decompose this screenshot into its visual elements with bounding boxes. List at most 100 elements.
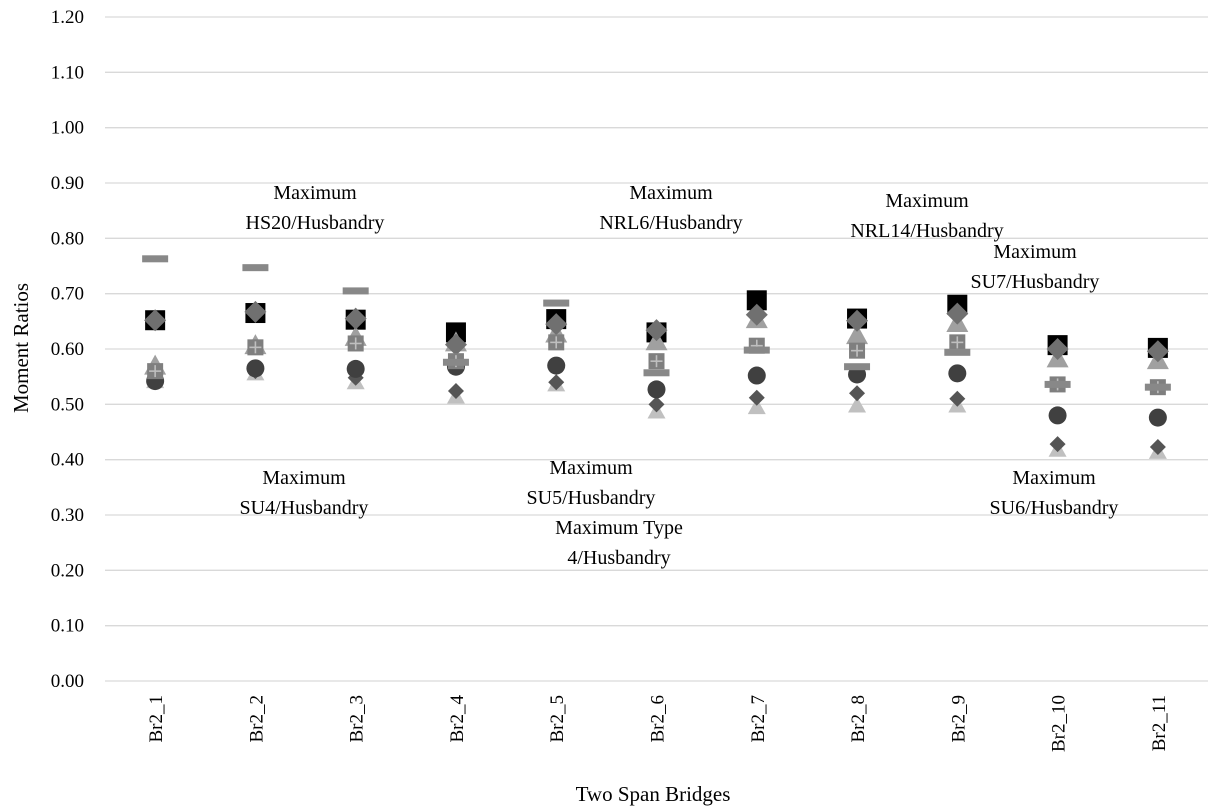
- x-tick-label: Br2_3: [347, 695, 368, 743]
- annotation-line: SU7/Husbandry: [971, 271, 1100, 293]
- y-tick-label: 1.20: [51, 7, 84, 28]
- data-point-circle: [647, 380, 666, 399]
- data-point-small-diamond: [1149, 438, 1166, 455]
- y-tick-label: 0.00: [51, 671, 84, 692]
- y-tick-label: 0.80: [51, 228, 84, 249]
- data-point-dash: [944, 348, 971, 356]
- data-point-circle: [948, 364, 967, 383]
- data-point-plus-square: [648, 353, 665, 370]
- data-point-diamond: [745, 303, 768, 326]
- data-point-plus-square: [548, 334, 565, 351]
- annotation-line: HS20/Husbandry: [246, 212, 385, 234]
- annotation-line: Maximum: [993, 241, 1077, 263]
- y-tick-label: 1.10: [51, 62, 84, 83]
- data-point-small-diamond: [548, 374, 565, 391]
- data-point-diamond: [946, 302, 969, 325]
- data-point-plus-square: [949, 334, 966, 351]
- x-tick-label: Br2_2: [246, 695, 267, 743]
- annotation-label: Maximum HS20/Husbandry: [246, 182, 385, 234]
- data-point-small-diamond: [949, 390, 966, 407]
- y-tick-label: 0.40: [51, 450, 84, 471]
- annotation-line: Maximum: [549, 457, 633, 479]
- y-tick-label: 0.20: [51, 560, 84, 581]
- annotation-label: Maximum Type 4/Husbandry: [555, 517, 683, 569]
- x-tick-label: Br2_6: [648, 695, 669, 743]
- data-point-small-diamond: [849, 385, 866, 402]
- y-tick-label: 1.00: [51, 118, 84, 139]
- annotation-label: Maximum SU6/Husbandry: [990, 467, 1119, 519]
- annotation-line: Maximum: [885, 190, 969, 212]
- x-tick-label: Br2_11: [1149, 695, 1170, 751]
- data-points: [142, 255, 1171, 459]
- data-point-circle: [747, 366, 766, 385]
- annotation-line: Maximum: [273, 182, 357, 204]
- data-point-plus-square: [849, 342, 866, 359]
- data-point-small-diamond: [447, 383, 464, 400]
- annotations: Maximum HS20/Husbandry Maximum NRL6/Husband…: [240, 182, 1119, 569]
- data-point-diamond: [444, 333, 467, 356]
- x-tick-label: Br2_5: [547, 695, 568, 743]
- data-point-diamond: [645, 319, 668, 342]
- annotation-label: Maximum SU5/Husbandry: [527, 457, 656, 509]
- data-point-dash: [543, 299, 570, 307]
- data-point-diamond: [1146, 340, 1169, 363]
- annotation-line: SU6/Husbandry: [990, 497, 1119, 519]
- data-point-circle: [1148, 408, 1167, 427]
- data-point-triangle: [846, 324, 869, 345]
- y-axis-title: Moment Ratios: [9, 283, 33, 413]
- data-point-small-diamond: [1049, 436, 1066, 453]
- y-tick-label: 0.10: [51, 616, 84, 637]
- annotation-line: Maximum: [629, 182, 713, 204]
- x-tick-label: Br2_8: [848, 695, 869, 743]
- data-point-dash: [142, 255, 169, 263]
- data-point-diamond: [545, 313, 568, 336]
- annotation-line: 4/Husbandry: [567, 547, 670, 569]
- data-point-diamond: [1046, 338, 1069, 360]
- y-tick-label: 0.60: [51, 339, 84, 360]
- x-tick-label: Br2_1: [146, 695, 167, 743]
- x-tick-label: Br2_4: [447, 695, 468, 743]
- annotation-line: NRL6/Husbandry: [599, 212, 742, 234]
- annotation-label: Maximum NRL14/Husbandry: [850, 190, 1003, 242]
- data-point-circle: [246, 359, 265, 378]
- data-point-circle: [346, 359, 365, 378]
- annotation-line: NRL14/Husbandry: [850, 220, 1003, 242]
- annotation-label: Maximum SU7/Husbandry: [971, 241, 1100, 293]
- annotation-line: Maximum: [1012, 467, 1096, 489]
- y-axis-ticks: 0.00 0.10 0.20 0.30 0.40 0.50 0.60 0.70 0.80 0.90…: [51, 7, 84, 692]
- y-tick-label: 0.50: [51, 394, 84, 415]
- data-point-dash: [743, 346, 770, 354]
- data-point-dash: [1144, 383, 1171, 391]
- data-point-small-diamond: [748, 389, 765, 406]
- x-axis-ticks: Br2_1 Br2_2 Br2_3 Br2_4 Br2_5 Br2_6 Br2_7 Br2_8…: [146, 695, 1170, 753]
- data-point-diamond: [344, 307, 367, 330]
- annotation-line: Maximum Type: [555, 517, 683, 539]
- x-tick-label: Br2_9: [948, 695, 969, 743]
- data-point-dash: [844, 363, 871, 371]
- annotation-label: Maximum SU4/Husbandry: [240, 467, 369, 519]
- x-tick-label: Br2_7: [748, 695, 769, 743]
- data-point-dash: [442, 358, 469, 366]
- annotation-line: SU4/Husbandry: [240, 497, 369, 519]
- data-point-diamond: [846, 309, 869, 332]
- data-point-dash: [242, 264, 269, 272]
- y-tick-label: 0.70: [51, 284, 84, 305]
- y-tick-label: 0.30: [51, 505, 84, 526]
- data-point-plus-square: [347, 335, 364, 352]
- data-point-plus-square: [147, 363, 164, 380]
- data-point-small-diamond: [648, 396, 665, 413]
- annotation-label: Maximum NRL6/Husbandry: [599, 182, 742, 234]
- data-point-dash: [1044, 380, 1071, 388]
- x-tick-label: Br2_10: [1049, 695, 1070, 752]
- data-point-square: [746, 290, 767, 311]
- y-tick-label: 0.90: [51, 173, 84, 194]
- data-point-light-triangle: [848, 396, 867, 413]
- annotation-line: SU5/Husbandry: [527, 487, 656, 509]
- annotation-line: Maximum: [262, 467, 346, 489]
- data-point-circle: [547, 356, 566, 375]
- data-point-plus-square: [247, 339, 264, 356]
- data-point-circle: [1048, 406, 1067, 425]
- data-point-diamond: [244, 300, 267, 323]
- data-point-dash: [643, 369, 670, 377]
